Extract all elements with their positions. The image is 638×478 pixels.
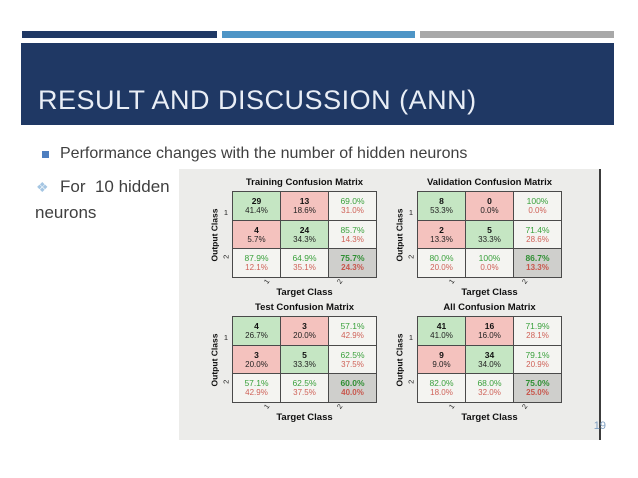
matrix-cell: 41 41.0% — [418, 317, 465, 345]
y-tick: 2 — [406, 254, 416, 259]
matrix-cell: 82.0% 18.0% — [418, 374, 465, 402]
bullet-for-10-hidden: For 10 hidden — [60, 177, 170, 196]
y-axis-label: Output Class — [209, 208, 219, 261]
matrix-cell: 29 41.4% — [233, 192, 280, 220]
matrix-cell: 87.9% 12.1% — [233, 249, 280, 277]
matrix-cell: 69.0% 31.0% — [329, 192, 376, 220]
page-title: RESULT AND DISCUSSION (ANN) — [38, 85, 477, 115]
matrix-cell: 80.0% 20.0% — [418, 249, 465, 277]
confusion-grid: 41 41.0% 16 16.0% 71.9% 28.1% 9 9.0% 34 34.0%… — [417, 316, 562, 403]
matrix-cell: 5 33.3% — [466, 220, 513, 249]
matrix-cell: 3 20.0% — [233, 345, 280, 374]
matrix-cell: 57.1% 42.9% — [329, 317, 376, 345]
matrix-cell: 68.0% 32.0% — [466, 374, 513, 402]
test-confusion-matrix-panel: Test Confusion Matrix Output Class 1 2 4… — [208, 302, 390, 423]
confusion-grid: 8 53.3% 0 0.0% 100% 0.0% 2 13.3% 5 33.3% 71.4… — [417, 191, 562, 278]
all-confusion-matrix-panel: All Confusion Matrix Output Class 1 2 41… — [393, 302, 575, 423]
y-tick: 2 — [221, 254, 231, 259]
matrix-cell: 71.9% 28.1% — [514, 317, 561, 345]
validation-confusion-matrix-panel: Validation Confusion Matrix Output Class… — [393, 177, 575, 298]
matrix-cell: 3 20.0% — [281, 317, 328, 345]
accent-bar-blue — [222, 31, 415, 38]
bullet-performance: Performance changes with the number of h… — [60, 145, 468, 162]
y-axis-label: Output Class — [394, 333, 404, 386]
matrix-cell: 60.0% 40.0% — [329, 374, 376, 402]
y-tick: 1 — [223, 333, 229, 343]
matrix-cell: 0 0.0% — [466, 192, 513, 220]
y-axis-ticks: 1 2 — [405, 316, 417, 403]
matrix-cell: 5 33.3% — [281, 345, 328, 374]
bullet-neurons-continuation: neurons — [35, 203, 97, 222]
y-axis-ticks: 1 2 — [220, 191, 232, 278]
training-confusion-matrix-panel: Training Confusion Matrix Output Class 1… — [208, 177, 390, 298]
matrix-cell: 86.7% 13.3% — [514, 249, 561, 277]
matrix-cell: 85.7% 14.3% — [329, 220, 376, 249]
matrix-cell: 13 18.6% — [281, 192, 328, 220]
x-axis-label: Target Class — [461, 287, 518, 298]
matrix-title: Training Confusion Matrix — [245, 177, 364, 188]
matrix-cell: 4 5.7% — [233, 220, 280, 249]
matrix-cell: 64.9% 35.1% — [281, 249, 328, 277]
matrix-cell: 71.4% 28.6% — [514, 220, 561, 249]
y-axis-label: Output Class — [394, 208, 404, 261]
matrix-cell: 62.5% 37.5% — [281, 374, 328, 402]
matrix-title: All Confusion Matrix — [443, 302, 536, 313]
matrix-cell: 9 9.0% — [418, 345, 465, 374]
matrix-cell: 62.5% 37.5% — [329, 345, 376, 374]
accent-bar-gray — [420, 31, 614, 38]
matrix-cell: 24 34.3% — [281, 220, 328, 249]
y-tick: 2 — [406, 379, 416, 384]
confusion-grid: 4 26.7% 3 20.0% 57.1% 42.9% 3 20.0% 5 33.3% 6… — [232, 316, 377, 403]
y-tick: 1 — [408, 208, 414, 218]
y-axis-ticks: 1 2 — [220, 316, 232, 403]
matrix-cell: 57.1% 42.9% — [233, 374, 280, 402]
matrix-cell: 4 26.7% — [233, 317, 280, 345]
matrix-cell: 8 53.3% — [418, 192, 465, 220]
matrix-cell: 75.0% 25.0% — [514, 374, 561, 402]
matrix-cell: 100% 0.0% — [466, 249, 513, 277]
matrix-cell: 2 13.3% — [418, 220, 465, 249]
matrix-cell: 79.1% 20.9% — [514, 345, 561, 374]
matrix-cell: 16 16.0% — [466, 317, 513, 345]
confusion-grid: 29 41.4% 13 18.6% 69.0% 31.0% 4 5.7% 24 34.3%… — [232, 191, 377, 278]
matrix-cell: 100% 0.0% — [514, 192, 561, 220]
page-number: 19 — [593, 420, 606, 432]
title-block: RESULT AND DISCUSSION (ANN) — [21, 43, 614, 125]
matrix-title: Test Confusion Matrix — [254, 302, 355, 313]
confusion-matrices-figure: Training Confusion Matrix Output Class 1… — [179, 169, 601, 440]
x-axis-label: Target Class — [276, 287, 333, 298]
y-tick: 1 — [223, 208, 229, 218]
matrix-cell: 75.7% 24.3% — [329, 249, 376, 277]
matrix-cell: 34 34.0% — [466, 345, 513, 374]
y-axis-label: Output Class — [209, 333, 219, 386]
square-bullet-icon — [42, 151, 49, 158]
y-tick: 2 — [221, 379, 231, 384]
accent-bar-navy — [22, 31, 217, 38]
y-tick: 1 — [408, 333, 414, 343]
x-axis-label: Target Class — [276, 412, 333, 423]
matrix-title: Validation Confusion Matrix — [426, 177, 553, 188]
diamond-bullet-icon: ❖ — [36, 179, 49, 195]
x-axis-label: Target Class — [461, 412, 518, 423]
y-axis-ticks: 1 2 — [405, 191, 417, 278]
